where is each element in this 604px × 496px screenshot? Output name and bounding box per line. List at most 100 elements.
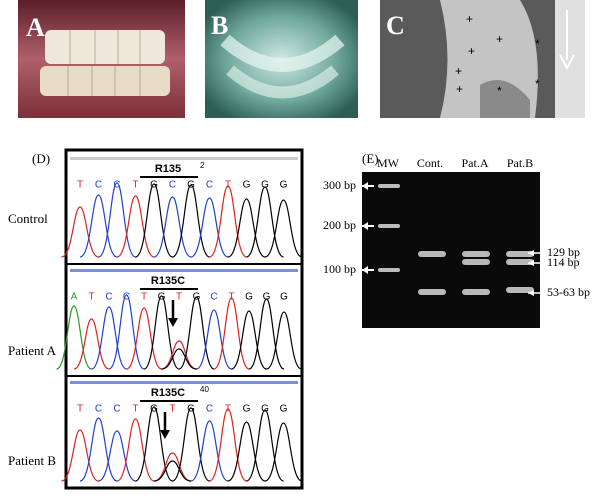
trace-peak xyxy=(61,206,99,258)
trace-peak xyxy=(172,184,210,258)
base-call: T xyxy=(132,180,138,191)
arrow-head xyxy=(160,430,170,439)
gel-band xyxy=(418,289,446,295)
trace-peak xyxy=(196,309,232,370)
base-call: C xyxy=(113,180,120,191)
position-marker: 40 xyxy=(200,385,209,394)
band-label: 114 bp xyxy=(547,255,580,269)
svg-text:+: + xyxy=(468,44,475,58)
panel-label: (E) xyxy=(362,151,379,166)
svg-text:+: + xyxy=(466,12,473,26)
base-call: G xyxy=(150,180,158,191)
trace-peak xyxy=(172,407,210,482)
arrow-head xyxy=(528,260,534,266)
lane-label: MW xyxy=(377,156,400,170)
base-call: G xyxy=(150,404,158,415)
ladder-band xyxy=(378,268,400,272)
trace-peak xyxy=(246,409,284,482)
ladder-band xyxy=(378,224,400,228)
arrow-head xyxy=(528,290,534,296)
trace-peak xyxy=(73,318,110,370)
trace-peak xyxy=(227,421,266,482)
trace-peak xyxy=(266,311,302,370)
trace-peak xyxy=(246,186,284,258)
trace-peak xyxy=(190,420,229,482)
trace-peak xyxy=(143,295,180,370)
trace-peak xyxy=(116,418,155,482)
base-call: C xyxy=(95,404,102,415)
row-label: Patient A xyxy=(8,343,57,358)
base-call: T xyxy=(77,180,83,191)
trace-peak xyxy=(209,185,247,258)
base-call: G xyxy=(263,292,271,303)
base-call: C xyxy=(95,180,102,191)
panel-label: A xyxy=(26,13,45,42)
base-call: C xyxy=(105,292,112,303)
ladder-band xyxy=(378,184,400,188)
trace-peak xyxy=(227,198,266,258)
gel-band xyxy=(506,287,534,293)
base-call: G xyxy=(261,180,269,191)
mutation-label: R135C xyxy=(151,275,185,287)
trace-peak xyxy=(91,306,127,370)
trace-peak xyxy=(79,417,118,482)
trace-peak xyxy=(79,194,118,258)
svg-text:+: + xyxy=(496,32,503,46)
base-call: T xyxy=(141,292,147,303)
header-bar xyxy=(70,269,298,272)
svg-text:*: * xyxy=(535,37,540,51)
svg-text:*: * xyxy=(535,77,540,91)
base-call: G xyxy=(261,404,269,415)
trace-peak xyxy=(135,183,173,258)
base-call: G xyxy=(158,292,166,303)
svg-text:+: + xyxy=(456,82,463,96)
lane-label: Pat.B xyxy=(507,156,533,170)
trace-peak xyxy=(153,196,192,258)
base-call: G xyxy=(280,292,288,303)
panel-a: A xyxy=(18,0,185,118)
base-call: C xyxy=(113,404,120,415)
trace-peak xyxy=(61,429,99,482)
base-call: C xyxy=(123,292,130,303)
gel-band xyxy=(462,289,490,295)
base-call: T xyxy=(77,404,83,415)
base-call: T xyxy=(228,292,234,303)
arrow-head xyxy=(528,250,534,256)
base-call: T xyxy=(88,292,94,303)
header-bar xyxy=(70,157,298,160)
trace-peak xyxy=(209,408,247,482)
base-call: G xyxy=(187,404,195,415)
arrow-head xyxy=(362,222,368,230)
header-bar xyxy=(70,381,298,384)
trace-peak xyxy=(178,296,215,370)
gel-band xyxy=(506,259,534,265)
row-label: Control xyxy=(8,211,48,226)
base-call: C xyxy=(210,292,217,303)
arrow-head xyxy=(168,318,178,327)
band-label: 129 bp xyxy=(547,245,580,259)
panel-c: + + + + + * * * C xyxy=(380,0,585,118)
trace-peak xyxy=(98,430,136,482)
row-label: Patient B xyxy=(8,453,56,468)
gel xyxy=(362,172,540,328)
trace-peak xyxy=(135,406,173,482)
position-marker: 2 xyxy=(200,161,205,170)
gel-band xyxy=(462,259,490,265)
base-call: G xyxy=(245,292,253,303)
trace-peak xyxy=(98,182,136,258)
panel-label: C xyxy=(386,11,405,40)
base-call: C xyxy=(206,404,213,415)
sequencing-frame xyxy=(64,148,304,490)
svg-text:+: + xyxy=(455,64,462,78)
base-call: T xyxy=(169,404,175,415)
trace-peak xyxy=(264,422,303,482)
mutation-label: R135 xyxy=(155,163,181,175)
trace-peak xyxy=(190,197,229,258)
base-call: T xyxy=(132,404,138,415)
base-call: A xyxy=(71,292,78,303)
base-call: G xyxy=(243,404,251,415)
arrow-head xyxy=(362,182,368,190)
trace-peak xyxy=(126,307,162,370)
